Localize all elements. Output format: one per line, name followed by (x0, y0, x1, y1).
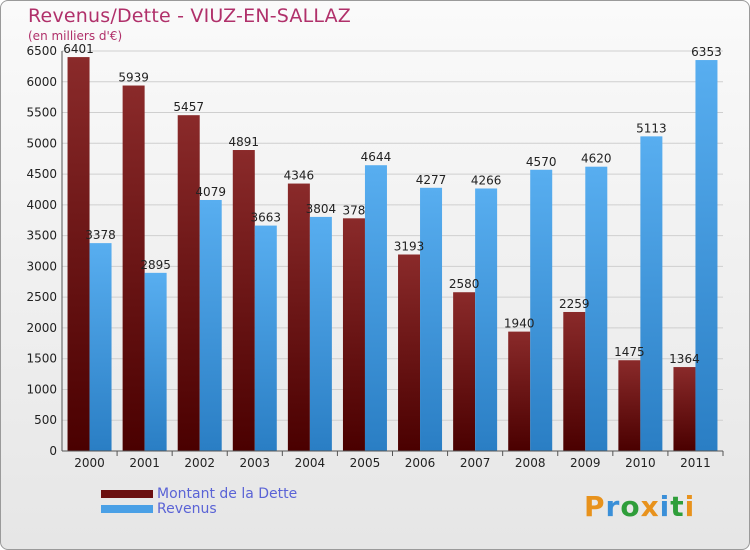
data-label: 1475 (614, 345, 645, 359)
bar-revenus-2004 (309, 216, 332, 451)
data-label: 5457 (173, 100, 204, 114)
y-tick-label: 2500 (26, 290, 57, 304)
x-tick-label: 2007 (460, 456, 491, 470)
data-label: 4266 (471, 173, 502, 187)
data-label: 2580 (449, 277, 480, 291)
data-label: 4620 (581, 152, 612, 166)
chart-subtitle: (en milliers d'€) (28, 29, 123, 43)
x-tick-label: 2006 (405, 456, 436, 470)
x-tick-label: 2009 (570, 456, 601, 470)
x-tick-label: 2004 (295, 456, 326, 470)
data-label: 2895 (140, 258, 171, 272)
x-tick-label: 2003 (240, 456, 271, 470)
bar-revenus-2006 (420, 187, 443, 452)
bar-dette-2011 (673, 367, 696, 451)
bar-revenus-2009 (585, 166, 608, 451)
bar-dette-2004 (287, 183, 310, 452)
bar-dette-2006 (398, 254, 421, 451)
bar-dette-2002 (177, 115, 200, 451)
bars (67, 57, 718, 452)
y-tick-label: 5000 (26, 136, 57, 150)
y-tick-label: 6500 (26, 44, 57, 58)
bar-dette-2010 (618, 360, 641, 451)
bar-dette-2000 (67, 57, 90, 451)
y-tick-label: 2000 (26, 321, 57, 335)
bar-revenus-2000 (89, 243, 112, 451)
legend-label-dette: Montant de la Dette (157, 486, 298, 502)
data-label: 3193 (394, 240, 425, 254)
x-tick-label: 2011 (680, 456, 711, 470)
data-label: 4079 (195, 185, 226, 199)
y-tick-label: 3500 (26, 229, 57, 243)
axes: 0 500 1000 1500 2000 2500 3000 3500 4000 4500 5000… (26, 44, 724, 470)
x-tick-label: 2010 (625, 456, 656, 470)
x-tick-label: 2000 (74, 456, 105, 470)
bar-dette-2001 (122, 85, 145, 452)
data-label: 1364 (669, 352, 700, 366)
bar-revenus-2005 (364, 165, 387, 451)
data-label: 3663 (251, 211, 282, 225)
x-tick-label: 2008 (515, 456, 546, 470)
bar-revenus-2010 (640, 136, 663, 451)
data-label: 1940 (504, 317, 535, 331)
y-tick-label: 1500 (26, 352, 57, 366)
data-label: 5113 (636, 121, 667, 135)
bar-dette-2008 (508, 331, 531, 451)
bar-revenus-2007 (475, 188, 498, 451)
legend-swatch-dette (101, 490, 153, 498)
bar-dette-2007 (453, 292, 476, 451)
y-tick-label: 3000 (26, 259, 57, 273)
y-tick-label: 0 (49, 444, 57, 458)
y-tick-label: 4500 (26, 167, 57, 181)
proxiti-logo: Proxiti (584, 490, 696, 523)
bar-dette-2003 (232, 150, 255, 451)
y-tick-label: 4000 (26, 198, 57, 212)
bar-dette-2009 (563, 311, 586, 451)
data-label: 4570 (526, 155, 557, 169)
bar-revenus-2001 (144, 272, 167, 451)
data-label: 4346 (284, 169, 315, 183)
legend-swatch-revenus (101, 505, 153, 513)
y-tick-label: 500 (34, 413, 57, 427)
data-label: 2259 (559, 297, 590, 311)
data-label: 378 (343, 203, 366, 217)
y-tick-label: 1000 (26, 382, 57, 396)
x-tick-label: 2005 (350, 456, 381, 470)
grid-lines (62, 50, 723, 452)
data-label: 5939 (118, 71, 149, 85)
data-label: 3804 (306, 202, 337, 216)
data-label: 4277 (416, 173, 447, 187)
x-tick-label: 2002 (184, 456, 215, 470)
bar-revenus-2003 (254, 225, 277, 451)
legend-label-revenus: Revenus (157, 501, 217, 517)
y-tick-label: 5500 (26, 106, 57, 120)
data-label: 3378 (85, 228, 116, 242)
data-labels: 6401 3378 5939 2895 5457 4079 4891 3663 4346 3804… (63, 42, 721, 366)
data-label: 4644 (361, 150, 392, 164)
data-label: 4891 (229, 135, 260, 149)
bar-dette-2005 (342, 218, 365, 451)
chart-title: Revenus/Dette - VIUZ-EN-SALLAZ (28, 5, 352, 27)
bar-revenus-2008 (530, 169, 553, 451)
bar-revenus-2002 (199, 199, 222, 451)
y-tick-label: 6000 (26, 75, 57, 89)
data-label: 6353 (691, 45, 722, 59)
bar-revenus-2011 (695, 60, 718, 452)
data-label: 6401 (63, 42, 94, 56)
x-tick-label: 2001 (129, 456, 160, 470)
